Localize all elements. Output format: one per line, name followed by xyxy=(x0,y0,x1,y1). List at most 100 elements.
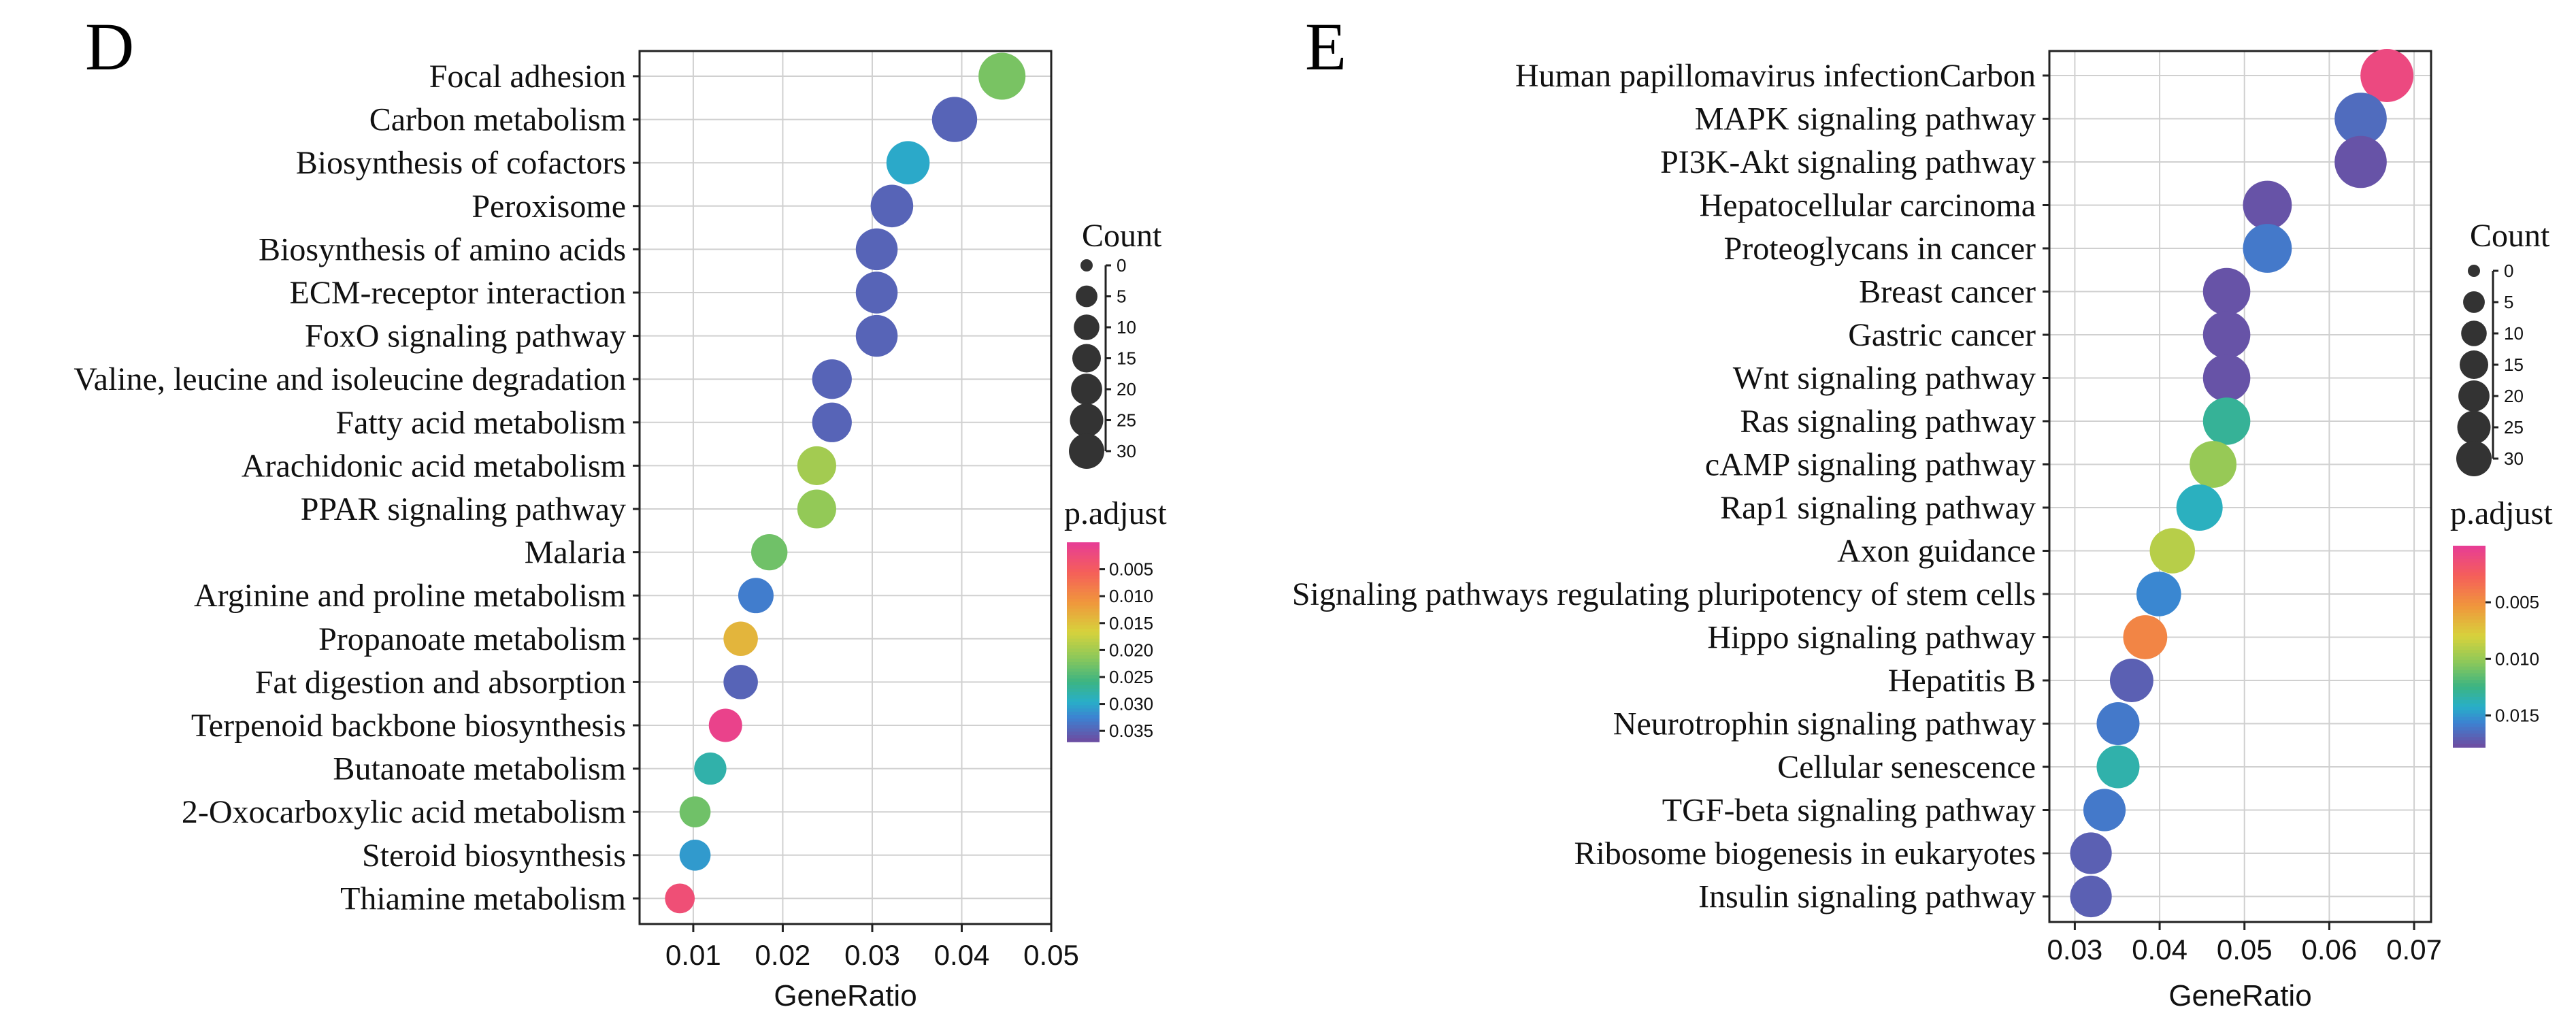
colorbar-band xyxy=(2453,723,2486,728)
category-label: Peroxisome xyxy=(472,188,626,225)
colorbar-band xyxy=(1067,648,1100,653)
colorbar-band xyxy=(1067,678,1100,682)
colorbar-label: 0.030 xyxy=(1109,694,1153,714)
colorbar-band xyxy=(2453,579,2486,584)
size-legend-dot xyxy=(1076,285,1097,308)
colorbar-band xyxy=(1067,601,1100,606)
data-point xyxy=(665,883,695,914)
data-point xyxy=(2096,745,2140,789)
size-legend-dot xyxy=(2459,350,2489,380)
colorbar-band xyxy=(1067,702,1100,706)
colorbar-band xyxy=(1067,595,1100,599)
size-legend-label: 5 xyxy=(1117,286,1126,307)
colorbar-band xyxy=(2453,548,2486,553)
colorbar-band xyxy=(1067,708,1100,712)
colorbar-label: 0.015 xyxy=(2495,705,2539,725)
category-label: Propanoate metabolism xyxy=(318,621,626,657)
category-label: Arachidonic acid metabolism xyxy=(242,448,626,484)
data-point xyxy=(2176,484,2223,531)
colorbar-band xyxy=(2453,626,2486,631)
size-legend-label: 0 xyxy=(2504,261,2513,281)
category-label: Thiamine metabolism xyxy=(340,880,626,917)
colorbar-band xyxy=(2453,670,2486,674)
colorbar-band xyxy=(1067,731,1100,736)
category-label: Fat digestion and absorption xyxy=(255,664,626,700)
size-legend-label: 20 xyxy=(1117,379,1136,399)
colorbar-band xyxy=(2453,593,2486,597)
colorbar-band xyxy=(1067,545,1100,550)
dotplot-panel-D: Focal adhesion Carbon metabolism Biosynthe… xyxy=(73,50,1167,1012)
colorbar-band xyxy=(1067,608,1100,613)
data-point xyxy=(723,665,758,699)
data-point xyxy=(2202,267,2251,316)
size-legend-dot xyxy=(1072,344,1102,373)
category-label: Fatty acid metabolism xyxy=(335,405,626,441)
colorbar-band xyxy=(2453,616,2486,621)
data-point xyxy=(2360,49,2414,102)
x-tick-label: 0.03 xyxy=(2047,934,2103,966)
size-legend-label: 30 xyxy=(1117,441,1136,461)
colorbar-band xyxy=(1067,682,1100,686)
colorbar-band xyxy=(2453,663,2486,667)
colorbar-band xyxy=(1067,605,1100,610)
colorbar-band xyxy=(1067,661,1100,666)
colorbar-band xyxy=(2453,716,2486,721)
colorbar-band xyxy=(1067,672,1100,676)
colorbar-band xyxy=(2453,697,2486,701)
category-label: Butanoate metabolism xyxy=(333,751,626,787)
category-label: Steroid biosynthesis xyxy=(362,838,626,874)
colorbar-band xyxy=(2453,703,2486,708)
data-point xyxy=(2243,224,2292,273)
size-legend-dot xyxy=(1071,374,1102,405)
panel-letter-E: E xyxy=(1305,9,1347,84)
data-point xyxy=(797,446,836,485)
colorbar-band xyxy=(2453,744,2486,748)
colorbar-band xyxy=(1067,638,1100,643)
colorbar-band xyxy=(1067,625,1100,629)
category-label: Arginine and proline metabolism xyxy=(194,578,626,614)
colorbar-band xyxy=(1067,698,1100,703)
size-legend-dot xyxy=(2461,320,2487,346)
category-label: Ribosome biogenesis in eukaryotes xyxy=(1574,836,2036,872)
colorbar-band xyxy=(2453,699,2486,704)
plot-frame xyxy=(638,50,1053,925)
colorbar-band xyxy=(1067,599,1100,603)
colorbar-band xyxy=(2453,687,2486,691)
category-label: Signaling pathways regulating pluripoten… xyxy=(1292,576,2036,612)
colorbar-band xyxy=(1067,691,1100,696)
data-point xyxy=(2202,397,2251,445)
colorbar-band xyxy=(2453,713,2486,718)
colorbar-band xyxy=(1067,652,1100,656)
x-axis-title: GeneRatio xyxy=(774,979,917,1012)
colorbar-band xyxy=(1067,562,1100,566)
size-legend-dot xyxy=(2456,441,2492,476)
size-legend-dot xyxy=(1069,433,1104,469)
colorbar-band xyxy=(2453,683,2486,687)
colorbar-band xyxy=(2453,646,2486,650)
colorbar-band xyxy=(1067,668,1100,673)
x-tick-label: 0.04 xyxy=(2132,934,2187,966)
colorbar-band xyxy=(2453,562,2486,567)
colorbar-band xyxy=(2453,710,2486,714)
size-legend-dot xyxy=(2463,291,2485,313)
colorbar-band xyxy=(1067,695,1100,699)
data-point xyxy=(2123,615,2168,659)
data-point xyxy=(2109,659,2153,702)
colorbar-band xyxy=(1067,542,1100,546)
x-tick-label: 0.05 xyxy=(1023,939,1079,971)
colorbar-band xyxy=(2453,693,2486,697)
data-point xyxy=(855,271,898,314)
category-label: Biosynthesis of amino acids xyxy=(259,231,626,267)
colorbar-band xyxy=(1067,565,1100,570)
dotplot-panel-E: Human papillomavirus infectionCarbon MAPK… xyxy=(1292,49,2553,1012)
colorbar-label: 0.010 xyxy=(2495,648,2539,669)
colorbar-band xyxy=(2453,733,2486,738)
colorbar-label: 0.010 xyxy=(1109,586,1153,606)
colorbar-band xyxy=(2453,740,2486,744)
data-point xyxy=(886,141,930,184)
category-label: ECM-receptor interaction xyxy=(290,275,626,311)
data-point xyxy=(978,52,1026,100)
x-tick-label: 0.05 xyxy=(2217,934,2273,966)
data-point xyxy=(797,489,836,529)
